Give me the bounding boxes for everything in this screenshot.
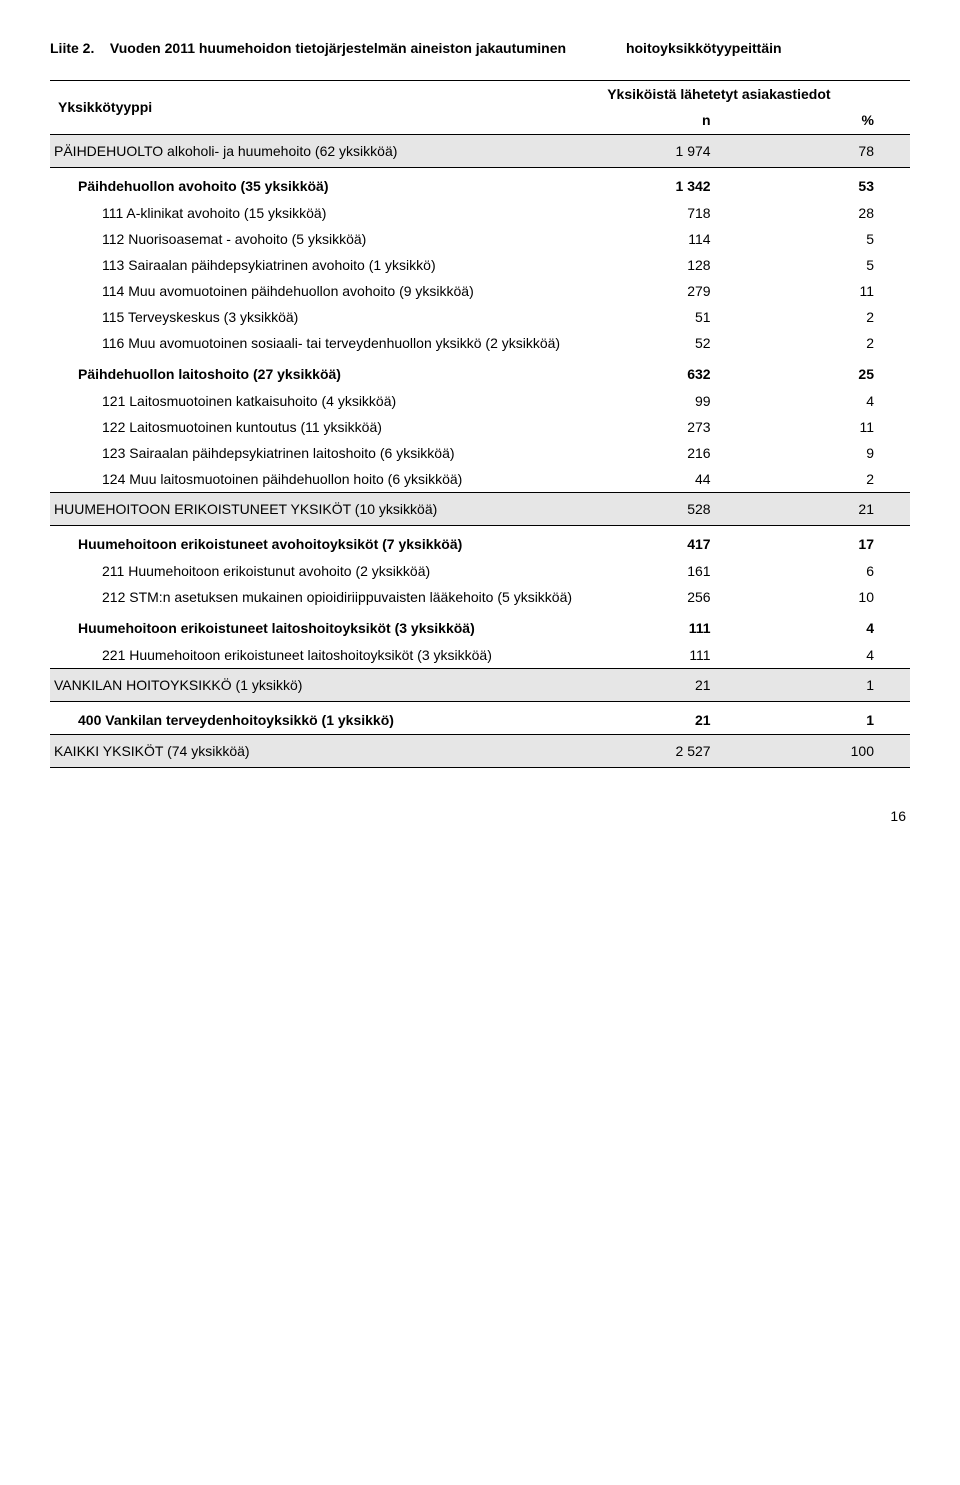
table-row: Päihdehuollon avohoito (35 yksikköä)1 34… — [50, 168, 910, 201]
table-row: 212 STM:n asetuksen mukainen opioidiriip… — [50, 584, 910, 610]
row-n: 114 — [583, 226, 746, 252]
row-n: 417 — [583, 526, 746, 559]
row-pct: 5 — [747, 226, 910, 252]
table-row: 221 Huumehoitoon erikoistuneet laitoshoi… — [50, 642, 910, 669]
row-pct: 1 — [747, 702, 910, 735]
row-n: 21 — [583, 702, 746, 735]
row-pct: 21 — [747, 493, 910, 526]
table-row: VANKILAN HOITOYKSIKKÖ (1 yksikkö)211 — [50, 669, 910, 702]
row-label: 112 Nuorisoasemat - avohoito (5 yksikköä… — [50, 226, 583, 252]
row-n: 21 — [583, 669, 746, 702]
row-pct: 17 — [747, 526, 910, 559]
row-pct: 1 — [747, 669, 910, 702]
row-n: 99 — [583, 388, 746, 414]
row-label: Päihdehuollon avohoito (35 yksikköä) — [50, 168, 583, 201]
row-n: 279 — [583, 278, 746, 304]
row-label: Huumehoitoon erikoistuneet avohoitoyksik… — [50, 526, 583, 559]
row-n: 111 — [583, 642, 746, 669]
table-row: 115 Terveyskeskus (3 yksikköä)512 — [50, 304, 910, 330]
row-pct: 2 — [747, 304, 910, 330]
row-n: 273 — [583, 414, 746, 440]
row-pct: 10 — [747, 584, 910, 610]
row-pct: 4 — [747, 610, 910, 642]
page-number: 16 — [50, 808, 910, 824]
row-n: 632 — [583, 356, 746, 388]
table-row: Huumehoitoon erikoistuneet avohoitoyksik… — [50, 526, 910, 559]
row-n: 111 — [583, 610, 746, 642]
row-label: Huumehoitoon erikoistuneet laitoshoitoyk… — [50, 610, 583, 642]
row-label: 122 Laitosmuotoinen kuntoutus (11 yksikk… — [50, 414, 583, 440]
table-row: Huumehoitoon erikoistuneet laitoshoitoyk… — [50, 610, 910, 642]
page-heading: Liite 2. Vuoden 2011 huumehoidon tietojä… — [50, 40, 910, 56]
row-label: 114 Muu avomuotoinen päihdehuollon avoho… — [50, 278, 583, 304]
row-label: 123 Sairaalan päihdepsykiatrinen laitosh… — [50, 440, 583, 466]
table-row: 123 Sairaalan päihdepsykiatrinen laitosh… — [50, 440, 910, 466]
row-pct: 11 — [747, 278, 910, 304]
row-pct: 25 — [747, 356, 910, 388]
liite-prefix: Liite 2. — [50, 40, 94, 56]
row-n: 52 — [583, 330, 746, 356]
row-label: 116 Muu avomuotoinen sosiaali- tai terve… — [50, 330, 583, 356]
row-label: HUUMEHOITOON ERIKOISTUNEET YKSIKÖT (10 y… — [50, 493, 583, 526]
row-pct: 28 — [747, 200, 910, 226]
row-n: 528 — [583, 493, 746, 526]
table-row: 122 Laitosmuotoinen kuntoutus (11 yksikk… — [50, 414, 910, 440]
row-label: KAIKKI YKSIKÖT (74 yksikköä) — [50, 735, 583, 768]
row-n: 216 — [583, 440, 746, 466]
table-row: HUUMEHOITOON ERIKOISTUNEET YKSIKÖT (10 y… — [50, 493, 910, 526]
row-label: 211 Huumehoitoon erikoistunut avohoito (… — [50, 558, 583, 584]
row-pct: 2 — [747, 466, 910, 493]
table-row: 111 A-klinikat avohoito (15 yksikköä)718… — [50, 200, 910, 226]
row-label: 400 Vankilan terveydenhoitoyksikkö (1 yk… — [50, 702, 583, 735]
col-pct: % — [747, 107, 910, 135]
table-row: 121 Laitosmuotoinen katkaisuhoito (4 yks… — [50, 388, 910, 414]
row-label: 115 Terveyskeskus (3 yksikköä) — [50, 304, 583, 330]
row-n: 51 — [583, 304, 746, 330]
row-label: 111 A-klinikat avohoito (15 yksikköä) — [50, 200, 583, 226]
row-pct: 5 — [747, 252, 910, 278]
row-label: 212 STM:n asetuksen mukainen opioidiriip… — [50, 584, 583, 610]
table-row: 112 Nuorisoasemat - avohoito (5 yksikköä… — [50, 226, 910, 252]
table-row: Päihdehuollon laitoshoito (27 yksikköä)6… — [50, 356, 910, 388]
row-pct: 9 — [747, 440, 910, 466]
row-n: 161 — [583, 558, 746, 584]
row-pct: 6 — [747, 558, 910, 584]
table-row: 114 Muu avomuotoinen päihdehuollon avoho… — [50, 278, 910, 304]
row-label: VANKILAN HOITOYKSIKKÖ (1 yksikkö) — [50, 669, 583, 702]
row-label: 221 Huumehoitoon erikoistuneet laitoshoi… — [50, 642, 583, 669]
row-n: 44 — [583, 466, 746, 493]
table-header-row-1: Yksikkötyyppi Yksiköistä lähetetyt asiak… — [50, 81, 910, 108]
col-sent-info: Yksiköistä lähetetyt asiakastiedot — [583, 81, 910, 108]
row-pct: 100 — [747, 735, 910, 768]
row-label: 113 Sairaalan päihdepsykiatrinen avohoit… — [50, 252, 583, 278]
table-row: 400 Vankilan terveydenhoitoyksikkö (1 yk… — [50, 702, 910, 735]
row-n: 1 342 — [583, 168, 746, 201]
col-unit-type: Yksikkötyyppi — [50, 81, 583, 135]
row-label: Päihdehuollon laitoshoito (27 yksikköä) — [50, 356, 583, 388]
row-n: 718 — [583, 200, 746, 226]
col-n: n — [583, 107, 746, 135]
row-n: 256 — [583, 584, 746, 610]
row-label: 124 Muu laitosmuotoinen päihdehuollon ho… — [50, 466, 583, 493]
table-row: KAIKKI YKSIKÖT (74 yksikköä)2 527100 — [50, 735, 910, 768]
row-pct: 4 — [747, 388, 910, 414]
table-row: PÄIHDEHUOLTO alkoholi- ja huumehoito (62… — [50, 135, 910, 168]
data-table: Yksikkötyyppi Yksiköistä lähetetyt asiak… — [50, 80, 910, 768]
table-row: 113 Sairaalan päihdepsykiatrinen avohoit… — [50, 252, 910, 278]
row-n: 1 974 — [583, 135, 746, 168]
row-pct: 11 — [747, 414, 910, 440]
row-pct: 53 — [747, 168, 910, 201]
row-pct: 4 — [747, 642, 910, 669]
row-label: 121 Laitosmuotoinen katkaisuhoito (4 yks… — [50, 388, 583, 414]
row-pct: 2 — [747, 330, 910, 356]
row-pct: 78 — [747, 135, 910, 168]
table-row: 211 Huumehoitoon erikoistunut avohoito (… — [50, 558, 910, 584]
row-n: 128 — [583, 252, 746, 278]
liite-title-line2: hoitoyksikkötyypeittäin — [626, 40, 782, 56]
row-n: 2 527 — [583, 735, 746, 768]
table-row: 116 Muu avomuotoinen sosiaali- tai terve… — [50, 330, 910, 356]
table-row: 124 Muu laitosmuotoinen päihdehuollon ho… — [50, 466, 910, 493]
row-label: PÄIHDEHUOLTO alkoholi- ja huumehoito (62… — [50, 135, 583, 168]
liite-title-line1: Vuoden 2011 huumehoidon tietojärjestelmä… — [110, 40, 566, 56]
